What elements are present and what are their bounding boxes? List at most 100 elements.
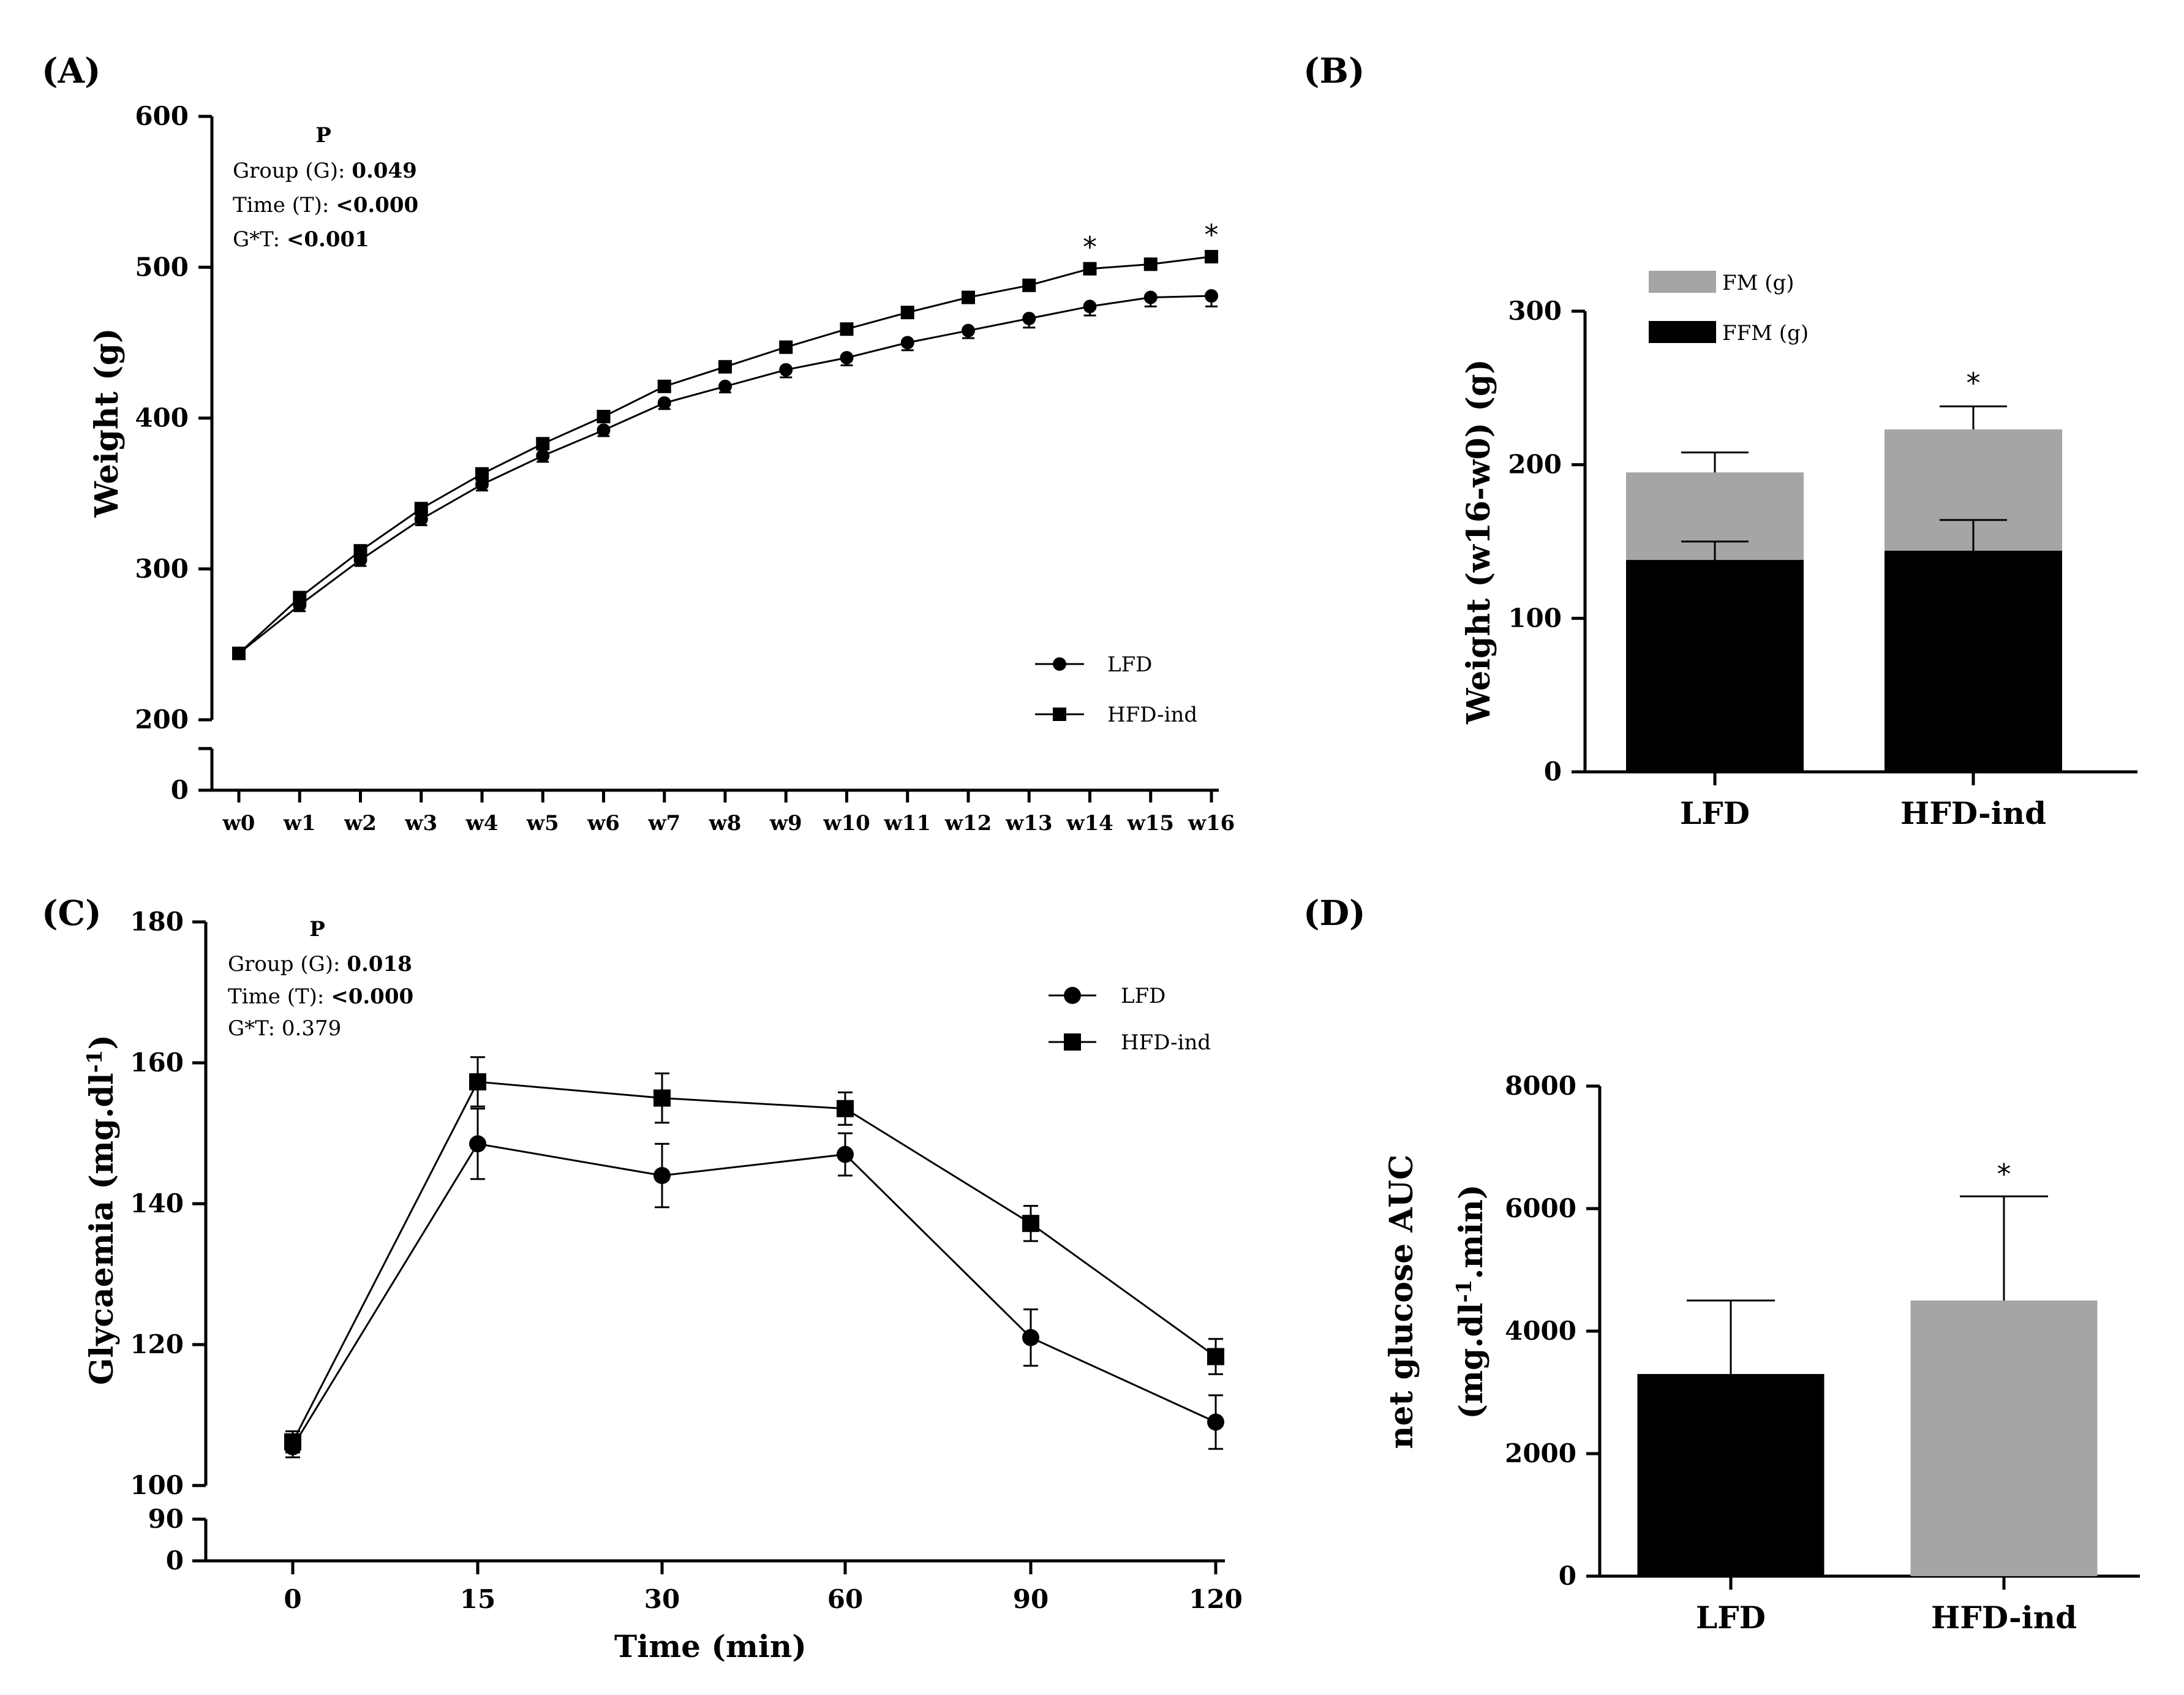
panel-a-x-tick-label: w14 xyxy=(1066,811,1113,836)
panel-c-x-tick-label: 30 xyxy=(644,1584,680,1614)
panel-a-legend: LFD HFD-ind xyxy=(1035,652,1197,727)
panel-a-lfd-point xyxy=(779,363,793,377)
panel-c-y-tick-label: 180 xyxy=(130,907,184,937)
panel-c-legend-hfd-marker xyxy=(1064,1033,1081,1051)
panel-c-stat-interaction: G*T: 0.379 xyxy=(228,1016,341,1041)
panel-a-lfd-point xyxy=(536,449,550,463)
panel-a-lfd-point xyxy=(1143,290,1158,304)
panel-a-x-tick-label: w2 xyxy=(344,811,377,836)
panel-c-legend-lfd-label: LFD xyxy=(1121,984,1165,1008)
panel-a-x-tick-label: w5 xyxy=(526,811,559,836)
panel-c-hfd-point xyxy=(284,1433,301,1451)
panel-d-y-tick-label: 4000 xyxy=(1505,1316,1576,1346)
panel-d-y-tick-label: 8000 xyxy=(1505,1071,1576,1101)
panel-c-lfd-point xyxy=(1022,1329,1039,1346)
panel-a-y-label: Weight (g) xyxy=(88,328,126,518)
panel-a-legend-hfd-label: HFD-ind xyxy=(1107,703,1197,727)
panel-c-legend-lfd-marker xyxy=(1064,987,1081,1004)
panel-b-significance-star: * xyxy=(1967,366,1981,399)
panel-b-error-bar-ffm xyxy=(1681,540,1749,561)
panel-a-x-tick-label: w11 xyxy=(883,811,931,836)
panel-c-hfd-point xyxy=(837,1100,854,1117)
panel-a-lfd-point xyxy=(475,477,489,491)
panel-b-legend-fm-swatch xyxy=(1649,271,1716,293)
panel-b: (B) 300 200 100 0 LFD HFD-ind * Weight (w16-… xyxy=(1303,51,2137,831)
panel-a-hfd-point xyxy=(536,437,550,451)
panel-c-hfd-point xyxy=(1022,1215,1039,1233)
panel-b-legend: FM (g) FFM (g) xyxy=(1649,271,1809,345)
panel-a-hfd-point xyxy=(657,379,671,393)
panel-a-x-tick-label: w8 xyxy=(709,811,742,836)
panel-a-stat-group: Group (G): 0.049 xyxy=(233,159,417,183)
panel-a-y-tick-label: 600 xyxy=(135,101,189,131)
panel-c-x-tick-label: 60 xyxy=(827,1584,863,1614)
panel-b-bar-ffm xyxy=(1885,551,2062,772)
panel-c-legend: LFD HFD-ind xyxy=(1049,984,1211,1055)
panel-c-label: (C) xyxy=(42,893,102,934)
panel-a-hfd-point xyxy=(597,410,611,424)
panel-a-label: (A) xyxy=(42,51,100,91)
panel-c-y-tick-label: 90 xyxy=(148,1504,184,1534)
panel-a-y-tick-label: 400 xyxy=(135,403,189,433)
panel-b-error-bar-fm xyxy=(1940,405,2007,430)
panel-d-y-tick-label: 6000 xyxy=(1505,1193,1576,1223)
panel-c-lfd-point xyxy=(1207,1413,1224,1431)
panel-a-x-tick-label: w6 xyxy=(587,811,620,836)
panel-a-x-tick-label: w7 xyxy=(647,811,680,836)
panel-d-y-label-line1: net glucose AUC xyxy=(1383,1155,1420,1449)
panel-d-error-bar xyxy=(1960,1195,2048,1301)
panel-d-y-tick-label: 0 xyxy=(1559,1561,1576,1591)
panel-a-hfd-point xyxy=(900,306,914,320)
panel-a-lfd-point xyxy=(718,379,732,393)
panel-c-y-tick-label: 100 xyxy=(130,1470,184,1500)
panel-c-lfd-point xyxy=(837,1146,854,1163)
panel-a-stat-interaction: G*T: <0.001 xyxy=(233,227,369,252)
panel-a-legend-lfd-marker xyxy=(1053,657,1066,671)
panel-a-lfd-point xyxy=(657,396,671,410)
panel-a-hfd-point xyxy=(293,591,307,605)
panel-c-lfd-point xyxy=(653,1167,671,1184)
panel-d-significance-star: * xyxy=(1997,1158,2011,1191)
panel-a-significance-star: * xyxy=(1205,219,1219,252)
panel-a-x-tick-label: w1 xyxy=(283,811,316,836)
panel-a-hfd-point xyxy=(1143,257,1158,271)
panel-c-x-label: Time (min) xyxy=(614,1628,807,1664)
panel-b-error-bar-ffm xyxy=(1940,519,2007,551)
panel-c-y-label: Glycaemia (mg.dl-1) xyxy=(83,1035,121,1385)
panel-a-hfd-point xyxy=(353,544,367,558)
panel-c-hfd-point xyxy=(653,1089,671,1107)
panel-c-stats-title: P xyxy=(309,917,325,942)
panel-a-hfd-point xyxy=(840,322,854,336)
panel-a-hfd-point xyxy=(414,502,428,516)
panel-a-x-tick-label: w15 xyxy=(1126,811,1174,836)
panel-c-hfd-point xyxy=(469,1073,486,1091)
panel-c-x-tick-label: 0 xyxy=(284,1584,301,1614)
panel-a-hfd-point xyxy=(232,646,246,660)
panel-a-stat-time: Time (T): <0.000 xyxy=(233,193,418,217)
panel-a-lfd-point xyxy=(1205,289,1218,303)
panel-c-hfd-line xyxy=(292,1081,1216,1443)
panel-b-x-tick-label: LFD xyxy=(1680,795,1750,831)
panel-c: (C) 180 160 140 120 100 90 0 0 15 30 60 90 120 Glyc… xyxy=(42,893,1243,1664)
panel-a-significance-star: * xyxy=(1083,230,1097,263)
panel-c-x-tick-label: 15 xyxy=(460,1584,495,1614)
panel-d-y-tick-label: 2000 xyxy=(1505,1438,1576,1468)
panel-d-label: (D) xyxy=(1303,893,1366,934)
panel-b-error-bar-fm xyxy=(1681,451,1749,473)
panel-b-legend-ffm-swatch xyxy=(1649,321,1716,343)
panel-a-legend-hfd-marker xyxy=(1053,708,1066,721)
panel-a-hfd-point xyxy=(1083,262,1097,276)
panel-a-lfd-point xyxy=(840,351,854,364)
panel-c-stat-time: Time (T): <0.000 xyxy=(228,984,413,1009)
panel-b-y-tick-label: 300 xyxy=(1508,296,1562,326)
panel-d-error-bar xyxy=(1687,1299,1775,1374)
panel-a-lfd-point xyxy=(962,323,975,338)
panel-a-hfd-point xyxy=(718,360,732,374)
panel-d-bar xyxy=(1910,1301,2098,1576)
panel-a-hfd-point xyxy=(1022,278,1036,292)
panel-a-x-tick-label: w0 xyxy=(222,811,255,836)
panel-a-hfd-line xyxy=(238,255,1212,654)
panel-a-y-tick-label: 500 xyxy=(135,252,189,282)
panel-a-lfd-point xyxy=(1083,300,1097,314)
panel-a-legend-lfd-label: LFD xyxy=(1107,652,1152,677)
